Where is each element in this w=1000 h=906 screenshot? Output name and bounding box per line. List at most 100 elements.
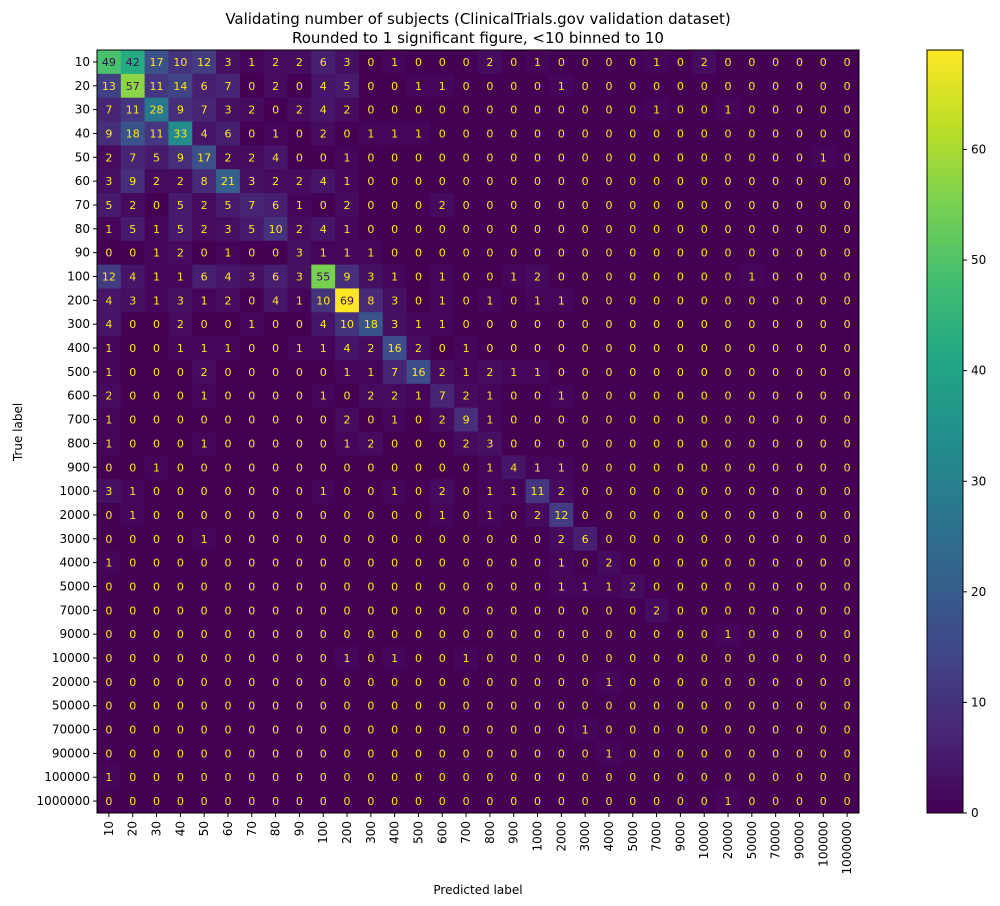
cell-value-label: 0 — [415, 437, 422, 450]
heatmap-cell — [287, 669, 312, 695]
heatmap-cell — [406, 288, 431, 313]
heatmap-cell — [382, 407, 407, 432]
heatmap-cell — [478, 216, 503, 242]
cell-value-label: 0 — [344, 724, 351, 737]
heatmap-cell — [430, 359, 455, 385]
heatmap-cell — [216, 503, 241, 528]
cell-value-label: 0 — [605, 366, 612, 379]
heatmap-cell — [501, 503, 527, 528]
cell-value-label: 2 — [272, 56, 279, 69]
heatmap-cell — [573, 336, 598, 361]
y-tick-label: 90000 — [52, 746, 90, 760]
heatmap-cell — [549, 169, 574, 194]
cell-value-label: 0 — [844, 151, 851, 164]
cell-value-label: 0 — [320, 795, 327, 808]
cell-value-label: 0 — [463, 700, 470, 713]
heatmap-cell — [692, 216, 717, 242]
heatmap-cell — [739, 288, 765, 313]
heatmap-cell — [216, 50, 241, 75]
heatmap-cell — [620, 216, 646, 242]
cell-value-label: 0 — [796, 271, 803, 284]
heatmap-cell — [787, 121, 812, 146]
heatmap-cell — [335, 121, 360, 146]
cell-value-label: 0 — [796, 485, 803, 498]
colorbar-tick-label: 60 — [971, 143, 986, 157]
heatmap-cell — [620, 479, 646, 504]
cell-value-label: 4 — [224, 271, 231, 284]
heatmap-cell — [430, 97, 455, 122]
heatmap-cell — [787, 193, 812, 218]
cell-value-label: 28 — [150, 104, 164, 117]
cell-value-label: 1 — [296, 199, 303, 212]
cell-value-label: 0 — [629, 652, 636, 665]
heatmap-cell — [168, 550, 193, 575]
x-tick-label: 50000 — [745, 821, 759, 859]
cell-value-label: 16 — [411, 366, 425, 379]
heatmap-cell — [597, 383, 622, 409]
heatmap-cell — [97, 550, 122, 575]
heatmap-cell — [668, 693, 693, 719]
x-tick-label: 20000 — [721, 821, 735, 859]
heatmap-cell — [430, 169, 455, 194]
heatmap-cell — [763, 407, 788, 432]
heatmap-cell — [668, 359, 693, 385]
cell-value-label: 0 — [582, 127, 589, 140]
heatmap-cell — [168, 407, 193, 432]
cell-value-label: 0 — [367, 771, 374, 784]
heatmap-cell — [739, 598, 765, 623]
cell-value-label: 3 — [105, 175, 112, 188]
heatmap-cell — [311, 693, 336, 719]
x-tick-label: 9000 — [673, 821, 687, 852]
colorbar-tick-label: 30 — [971, 474, 986, 488]
cell-value-label: 0 — [725, 294, 732, 307]
cell-value-label: 0 — [272, 580, 279, 593]
heatmap-cell — [692, 240, 717, 265]
cell-value-label: 0 — [629, 271, 636, 284]
heatmap-cell — [787, 288, 812, 313]
heatmap-cell — [454, 431, 479, 456]
heatmap-cell — [692, 169, 717, 194]
heatmap-cell — [239, 359, 265, 385]
heatmap-cell — [787, 765, 812, 790]
cell-value-label: 0 — [177, 509, 184, 522]
cell-value-label: 0 — [153, 437, 160, 450]
cell-value-label: 0 — [772, 366, 779, 379]
heatmap-cell — [335, 479, 360, 504]
cell-value-label: 0 — [629, 414, 636, 427]
chart-title: Validating number of subjects (ClinicalT… — [225, 10, 730, 28]
cell-value-label: 0 — [558, 747, 565, 760]
heatmap-cell — [597, 503, 622, 528]
cell-value-label: 2 — [105, 151, 112, 164]
heatmap-cell — [239, 789, 265, 814]
cell-value-label: 0 — [796, 175, 803, 188]
heatmap-cell — [168, 169, 193, 194]
cell-value-label: 4 — [510, 461, 517, 474]
cell-value-label: 0 — [344, 628, 351, 641]
cell-value-label: 0 — [796, 294, 803, 307]
heatmap-cell — [192, 526, 217, 552]
cell-value-label: 0 — [463, 485, 470, 498]
cell-value-label: 0 — [486, 127, 493, 140]
heatmap-cell — [358, 407, 384, 432]
heatmap-cell — [573, 312, 598, 337]
heatmap-cell — [620, 431, 646, 456]
heatmap-cell — [406, 503, 431, 528]
cell-value-label: 0 — [201, 771, 208, 784]
heatmap-cell — [763, 216, 788, 242]
heatmap-cell — [597, 574, 622, 599]
cell-value-label: 2 — [439, 485, 446, 498]
cell-value-label: 0 — [201, 747, 208, 760]
cell-value-label: 1 — [367, 247, 374, 260]
cell-value-label: 0 — [534, 151, 541, 164]
heatmap-cell — [478, 312, 503, 337]
cell-value-label: 0 — [772, 104, 779, 117]
cell-value-label: 2 — [248, 104, 255, 117]
heatmap-cell — [739, 526, 765, 552]
cell-value-label: 0 — [510, 557, 517, 570]
heatmap-cell — [287, 526, 312, 552]
cell-value-label: 0 — [486, 795, 493, 808]
heatmap-cell — [192, 622, 217, 647]
heatmap-cell — [120, 646, 146, 671]
heatmap-cell — [668, 622, 693, 647]
heatmap-cell — [287, 455, 312, 480]
